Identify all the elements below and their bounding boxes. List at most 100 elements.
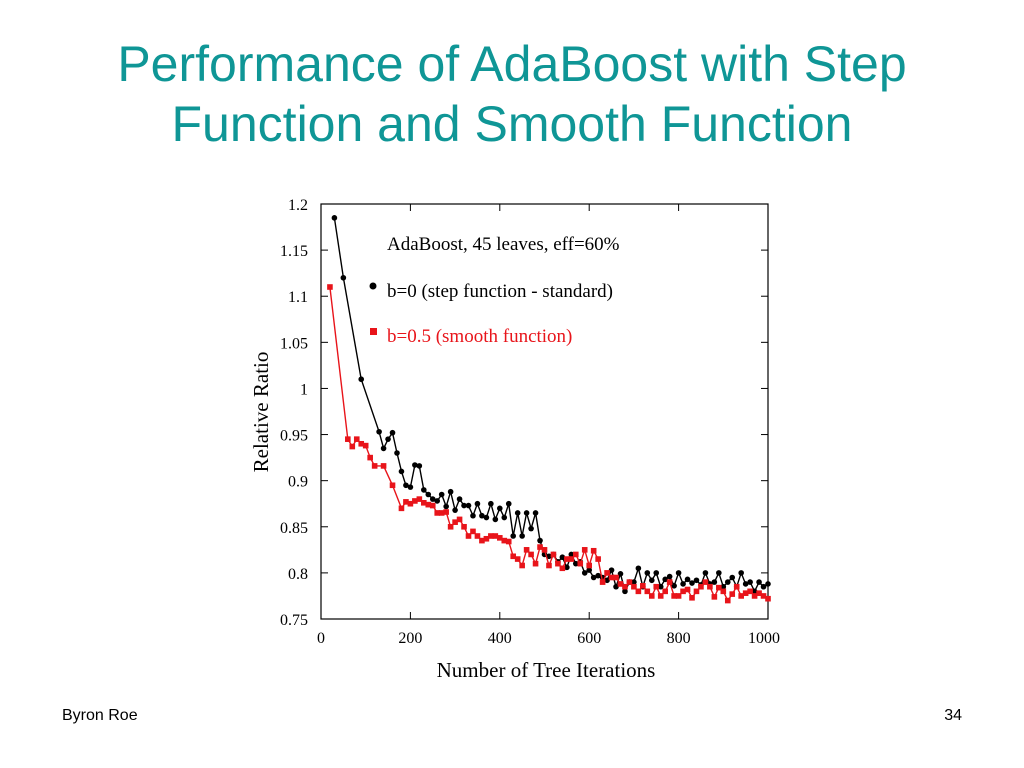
data-point [438,510,445,516]
data-point [640,583,646,589]
data-point [675,593,682,599]
data-point [367,454,373,461]
data-point [546,553,552,560]
data-point [662,588,668,595]
data-point [479,537,485,544]
data-point [555,560,561,567]
y-tick-label: 1.15 [280,243,308,260]
series-standard [331,215,771,595]
legend-label-smooth: b=0.5 (smooth function) [387,326,572,347]
data-point [671,583,677,589]
data-point [572,551,579,558]
data-point [421,500,427,506]
data-point [412,498,418,504]
data-point [747,579,753,585]
data-point [756,579,762,585]
data-point [653,583,660,590]
data-point [447,488,454,495]
data-point [765,595,771,602]
data-point [595,556,601,562]
data-point [751,593,758,599]
data-point [644,570,651,576]
data-point [541,547,548,553]
y-tick-label: 0.8 [288,566,308,583]
data-point [568,551,575,558]
data-point [398,505,405,512]
data-point [648,577,655,584]
data-point [599,579,606,585]
data-point [345,436,351,442]
data-point [581,570,588,576]
data-point [702,579,709,585]
axis-ticks: 0.75 0.8 0.85 0.9 0.95 1 1.05 1.1 1.15 1.2 0 200 400… [280,197,780,647]
data-point [528,525,534,532]
data-point [680,588,686,595]
data-point [729,591,736,597]
data-point [564,556,570,562]
y-tick-label: 0.9 [288,474,308,491]
data-point [362,442,369,449]
data-point [474,533,481,539]
data-point [394,450,400,456]
data-point [447,523,454,530]
data-point [403,499,409,505]
data-point [635,565,642,572]
data-point [613,583,619,590]
data-point [581,547,588,553]
data-point [707,583,713,590]
series-layer [327,215,771,604]
data-point [724,597,731,604]
data-point [501,514,508,521]
data-point [760,583,767,590]
data-point [349,443,356,450]
data-point [380,463,387,469]
data-point [416,463,423,469]
data-point [505,500,512,507]
data-point [564,564,570,571]
data-point [483,514,490,521]
legend-marker-standard [369,282,377,290]
data-point [550,551,557,558]
data-point [528,551,534,558]
data-point [702,570,709,576]
data-point [626,579,633,585]
data-point [537,544,543,550]
data-point [429,502,436,509]
y-tick-label: 1.1 [288,289,308,306]
data-point [559,554,566,561]
data-point [572,560,579,567]
data-point [497,505,503,512]
data-point [456,516,463,523]
data-point [376,428,382,435]
data-point [689,580,695,586]
data-point [523,510,530,516]
data-point [738,570,744,576]
data-point [720,588,727,595]
data-point [389,482,396,489]
series-smooth [327,284,771,604]
data-point [747,588,753,595]
data-point [680,581,686,587]
data-point [711,579,718,585]
data-point [380,445,387,452]
data-point [532,510,539,516]
data-point [729,574,736,581]
data-point [586,567,592,573]
data-point [671,593,677,599]
data-point [474,500,481,507]
x-tick-label: 1000 [748,630,780,647]
data-point [577,560,584,567]
x-tick-label: 800 [667,630,691,647]
data-point [492,516,499,523]
data-point [693,577,700,584]
data-point [340,274,347,281]
x-axis-label: Number of Tree Iterations [437,658,656,682]
data-point [684,586,691,593]
data-point [510,553,517,560]
data-point [765,581,771,587]
data-point [519,562,525,569]
data-point [470,528,476,535]
data-point [358,440,365,447]
data-point [586,562,592,569]
